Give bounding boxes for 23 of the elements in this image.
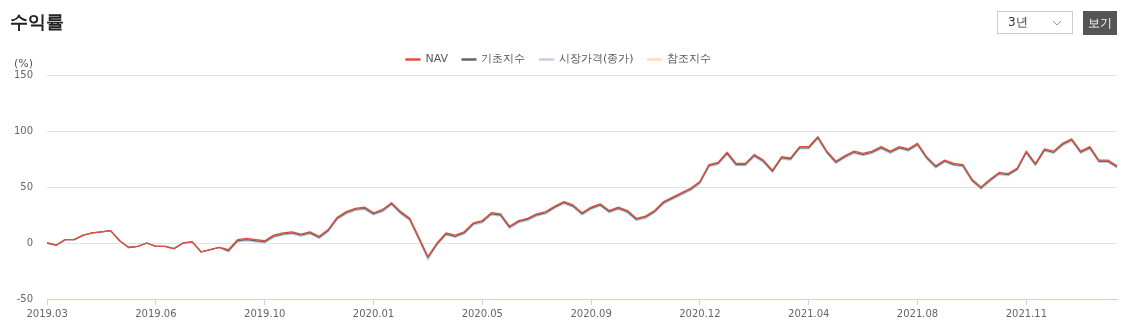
- legend-label: 기초지수: [481, 52, 526, 66]
- x-tick-label: 2020.12: [679, 307, 721, 319]
- y-tick-label: 100: [13, 124, 34, 136]
- legend-label: 참조지수: [667, 52, 712, 66]
- y-axis-title: (%): [14, 56, 34, 70]
- x-tick-label: 2021.08: [896, 307, 939, 319]
- x-tick-label: 2021.11: [1005, 307, 1048, 319]
- y-tick-label: 0: [26, 236, 34, 248]
- text: 3년: [1008, 15, 1028, 29]
- y-tick-label: -50: [16, 292, 34, 304]
- x-tick-label: 2019.03: [26, 307, 68, 319]
- legend-label: 시장가격(종가): [559, 52, 634, 66]
- x-tick-label: 2020.09: [570, 307, 612, 319]
- legend-label: NAV: [425, 52, 449, 66]
- x-tick-label: 2020.05: [461, 307, 503, 319]
- x-tick-label: 2019.06: [135, 307, 177, 319]
- chart-title: 수익률: [10, 10, 64, 34]
- text: 보기: [1083, 11, 1117, 35]
- y-tick-label: 150: [13, 68, 34, 80]
- x-tick-label: 2021.04: [788, 307, 830, 319]
- x-tick-label: 2019.10: [244, 307, 286, 319]
- x-tick-label: 2020.01: [352, 307, 395, 319]
- y-tick-label: 50: [20, 180, 34, 192]
